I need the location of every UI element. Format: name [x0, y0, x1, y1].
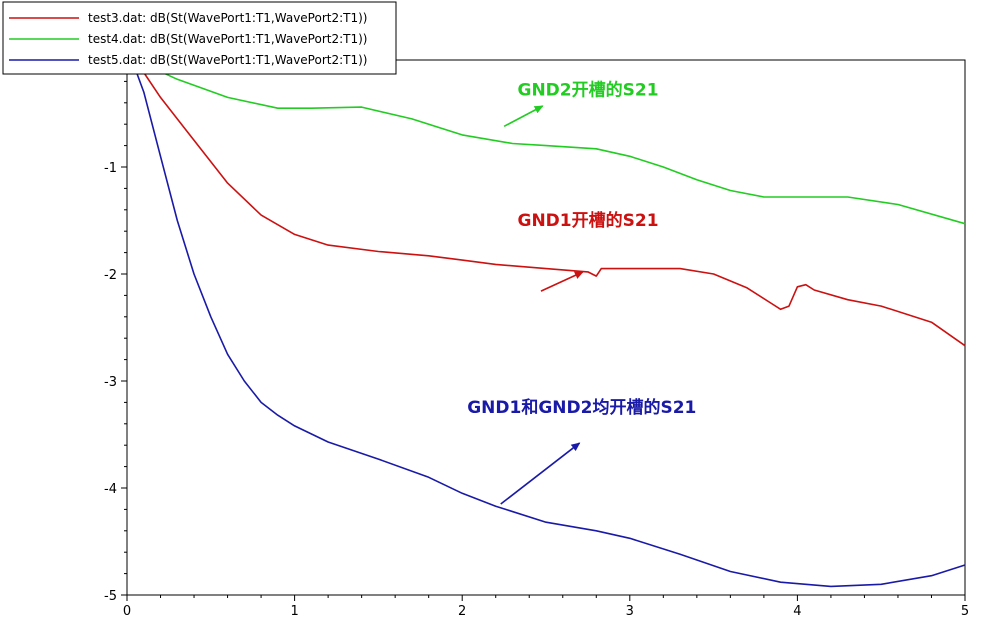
series-line-test3 [134, 59, 966, 347]
annotation-label: GND2开槽的S21 [518, 79, 659, 100]
legend: test3.dat: dB(St(WavePort1:T1,WavePort2:… [2, 1, 397, 75]
annotation-layer: GND2开槽的S21 GND1开槽的S21 GND1和GND2均开槽的S21 [467, 79, 696, 505]
y-tick-label: -4 [104, 482, 117, 497]
legend-box [2, 1, 397, 75]
y-tick-label: -3 [104, 375, 117, 390]
legend-label-test4: test4.dat: dB(St(WavePort1:T1,WavePort2:… [88, 32, 367, 46]
x-tick-label: 0 [123, 604, 131, 619]
series-layer [131, 59, 966, 588]
annotation-arrow [540, 271, 584, 292]
plot-area [126, 59, 966, 596]
annotation-arrow [500, 442, 581, 505]
x-tick-label: 1 [290, 604, 298, 619]
x-tick-label: 2 [458, 604, 466, 619]
series-line-test5 [131, 59, 966, 588]
x-tick-label: 4 [793, 604, 801, 619]
x-axis: 0 1 2 3 4 5 [123, 595, 969, 619]
y-axis: -1 -2 -3 -4 -5 [104, 80, 127, 604]
annotation-label: GND1开槽的S21 [518, 210, 659, 231]
x-tick-label: 5 [961, 604, 969, 619]
x-tick-label: 3 [626, 604, 634, 619]
annotation-arrow [503, 105, 544, 128]
annotation-label: GND1和GND2均开槽的S21 [467, 397, 696, 418]
series-line-test4 [135, 59, 966, 225]
y-tick-label: -1 [104, 161, 117, 176]
y-tick-label: -2 [104, 268, 117, 283]
y-tick-label: -5 [104, 589, 117, 604]
legend-label-test5: test5.dat: dB(St(WavePort1:T1,WavePort2:… [88, 53, 367, 67]
legend-label-test3: test3.dat: dB(St(WavePort1:T1,WavePort2:… [88, 11, 367, 25]
